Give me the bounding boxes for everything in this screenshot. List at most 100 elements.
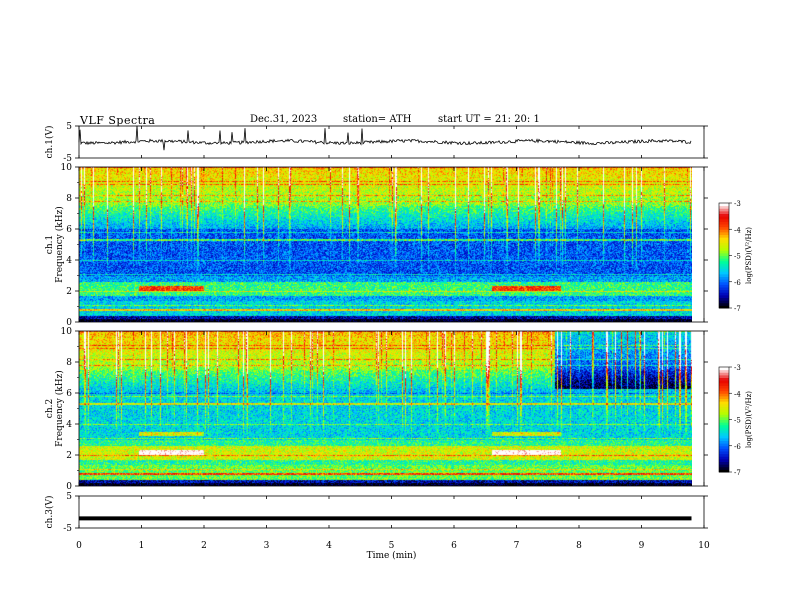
colorbar-segment — [719, 218, 729, 222]
colorbar-tick-label: -5 — [734, 417, 741, 425]
colorbar-segment — [719, 224, 729, 228]
colorbar-segment — [719, 403, 729, 407]
ytick-label: 2 — [66, 287, 72, 297]
colorbar-segment — [719, 292, 729, 296]
channel-label: ch.1 — [45, 235, 55, 254]
ytick-label: -5 — [63, 524, 72, 534]
colorbar-tick-label: -4 — [734, 390, 741, 398]
colorbar-segment — [719, 435, 729, 439]
colorbar-segment — [719, 203, 729, 207]
xtick-label: 4 — [326, 541, 332, 551]
colorbar-segment — [719, 281, 729, 285]
ytick-label: 0 — [66, 482, 72, 492]
colorbar-segment — [719, 385, 729, 389]
xtick-label: 2 — [201, 541, 207, 551]
ch3-waveform-frame — [78, 495, 705, 529]
ytick-label: 4 — [66, 256, 72, 266]
colorbar-tick-label: -7 — [734, 469, 741, 477]
ch1-waveform-trace — [78, 125, 692, 151]
ch3-waveform-label: ch.3(V) — [44, 496, 55, 529]
xtick-label: 8 — [576, 541, 582, 551]
colorbar-segment — [719, 276, 729, 280]
ch2-spectrogram-image — [79, 331, 692, 486]
colorbar-tick-label: -3 — [734, 200, 741, 208]
colorbar-tick-label: -4 — [734, 226, 741, 234]
colorbar-label: log(PSD)(V²/Hz) — [745, 391, 753, 448]
ytick-label: 0 — [66, 318, 72, 328]
colorbar-segment — [719, 268, 729, 272]
xtick-label: 10 — [698, 541, 710, 551]
colorbar-segment — [719, 255, 729, 259]
colorbar-segment — [719, 300, 729, 304]
colorbar-segment — [719, 453, 729, 457]
ch1-spectrogram-image — [79, 167, 692, 322]
colorbar-segment — [719, 440, 729, 444]
xtick-label: 5 — [389, 541, 395, 551]
x-axis-label: Time (min) — [367, 550, 417, 561]
xtick-label: 1 — [139, 541, 145, 551]
colorbar-segment — [719, 205, 729, 209]
channel-label: ch.2 — [45, 399, 55, 418]
ytick-label: 10 — [61, 163, 73, 173]
colorbar-segment — [719, 237, 729, 241]
colorbar-segment — [719, 406, 729, 410]
ytick-label: 10 — [61, 327, 73, 337]
colorbar-tick-label: -5 — [734, 253, 741, 261]
xtick-label: 3 — [264, 541, 270, 551]
colorbar-segment — [719, 260, 729, 264]
colorbar-segment — [719, 242, 729, 246]
colorbar-segment — [719, 411, 729, 415]
colorbar-segment — [719, 216, 729, 220]
colorbar-segment — [719, 210, 729, 214]
ytick-label: 6 — [66, 389, 72, 399]
ytick-label: 5 — [66, 492, 72, 502]
colorbar-segment — [719, 401, 729, 405]
colorbar-segment — [719, 393, 729, 397]
colorbar-segment — [719, 372, 729, 376]
colorbar-segment — [719, 221, 729, 225]
colorbar-segment — [719, 456, 729, 460]
colorbar-segment — [719, 245, 729, 249]
colorbar-segment — [719, 263, 729, 267]
colorbar-segment — [719, 247, 729, 251]
colorbar-segment — [719, 416, 729, 420]
colorbar-label: log(PSD)(V²/Hz) — [745, 227, 753, 284]
xtick-label: 0 — [76, 541, 82, 551]
ytick-label: 2 — [66, 451, 72, 461]
colorbar-segment — [719, 469, 729, 473]
colorbar-segment — [719, 258, 729, 262]
colorbar-tick-label: -7 — [734, 305, 741, 313]
colorbar-segment — [719, 374, 729, 378]
colorbar-tick-label: -3 — [734, 364, 741, 372]
station-label: station= ATH — [343, 114, 412, 125]
colorbar-segment — [719, 284, 729, 288]
colorbar-segment — [719, 305, 729, 309]
colorbar-segment — [719, 231, 729, 235]
colorbar-segment — [719, 377, 729, 381]
colorbar-segment — [719, 432, 729, 436]
colorbar-segment — [719, 419, 729, 423]
colorbar-segment — [719, 430, 729, 434]
colorbar-segment — [719, 409, 729, 413]
colorbar-segment — [719, 294, 729, 298]
colorbar-segment — [719, 466, 729, 470]
colorbar-segment — [719, 458, 729, 462]
colorbar-segment — [719, 427, 729, 431]
colorbar-segment — [719, 445, 729, 449]
colorbar-segment — [719, 448, 729, 452]
colorbar-segment — [719, 461, 729, 465]
colorbar-segment — [719, 424, 729, 428]
xtick-label: 7 — [514, 541, 520, 551]
xtick-label: 9 — [639, 541, 645, 551]
colorbar-segment — [719, 395, 729, 399]
colorbar-segment — [719, 208, 729, 212]
colorbar-segment — [719, 226, 729, 230]
colorbar-segment — [719, 451, 729, 455]
ytick-label: 4 — [66, 420, 72, 430]
colorbar-segment — [719, 287, 729, 291]
colorbar-segment — [719, 422, 729, 426]
colorbar-segment — [719, 279, 729, 283]
colorbar-segment — [719, 213, 729, 217]
colorbar-segment — [719, 414, 729, 418]
